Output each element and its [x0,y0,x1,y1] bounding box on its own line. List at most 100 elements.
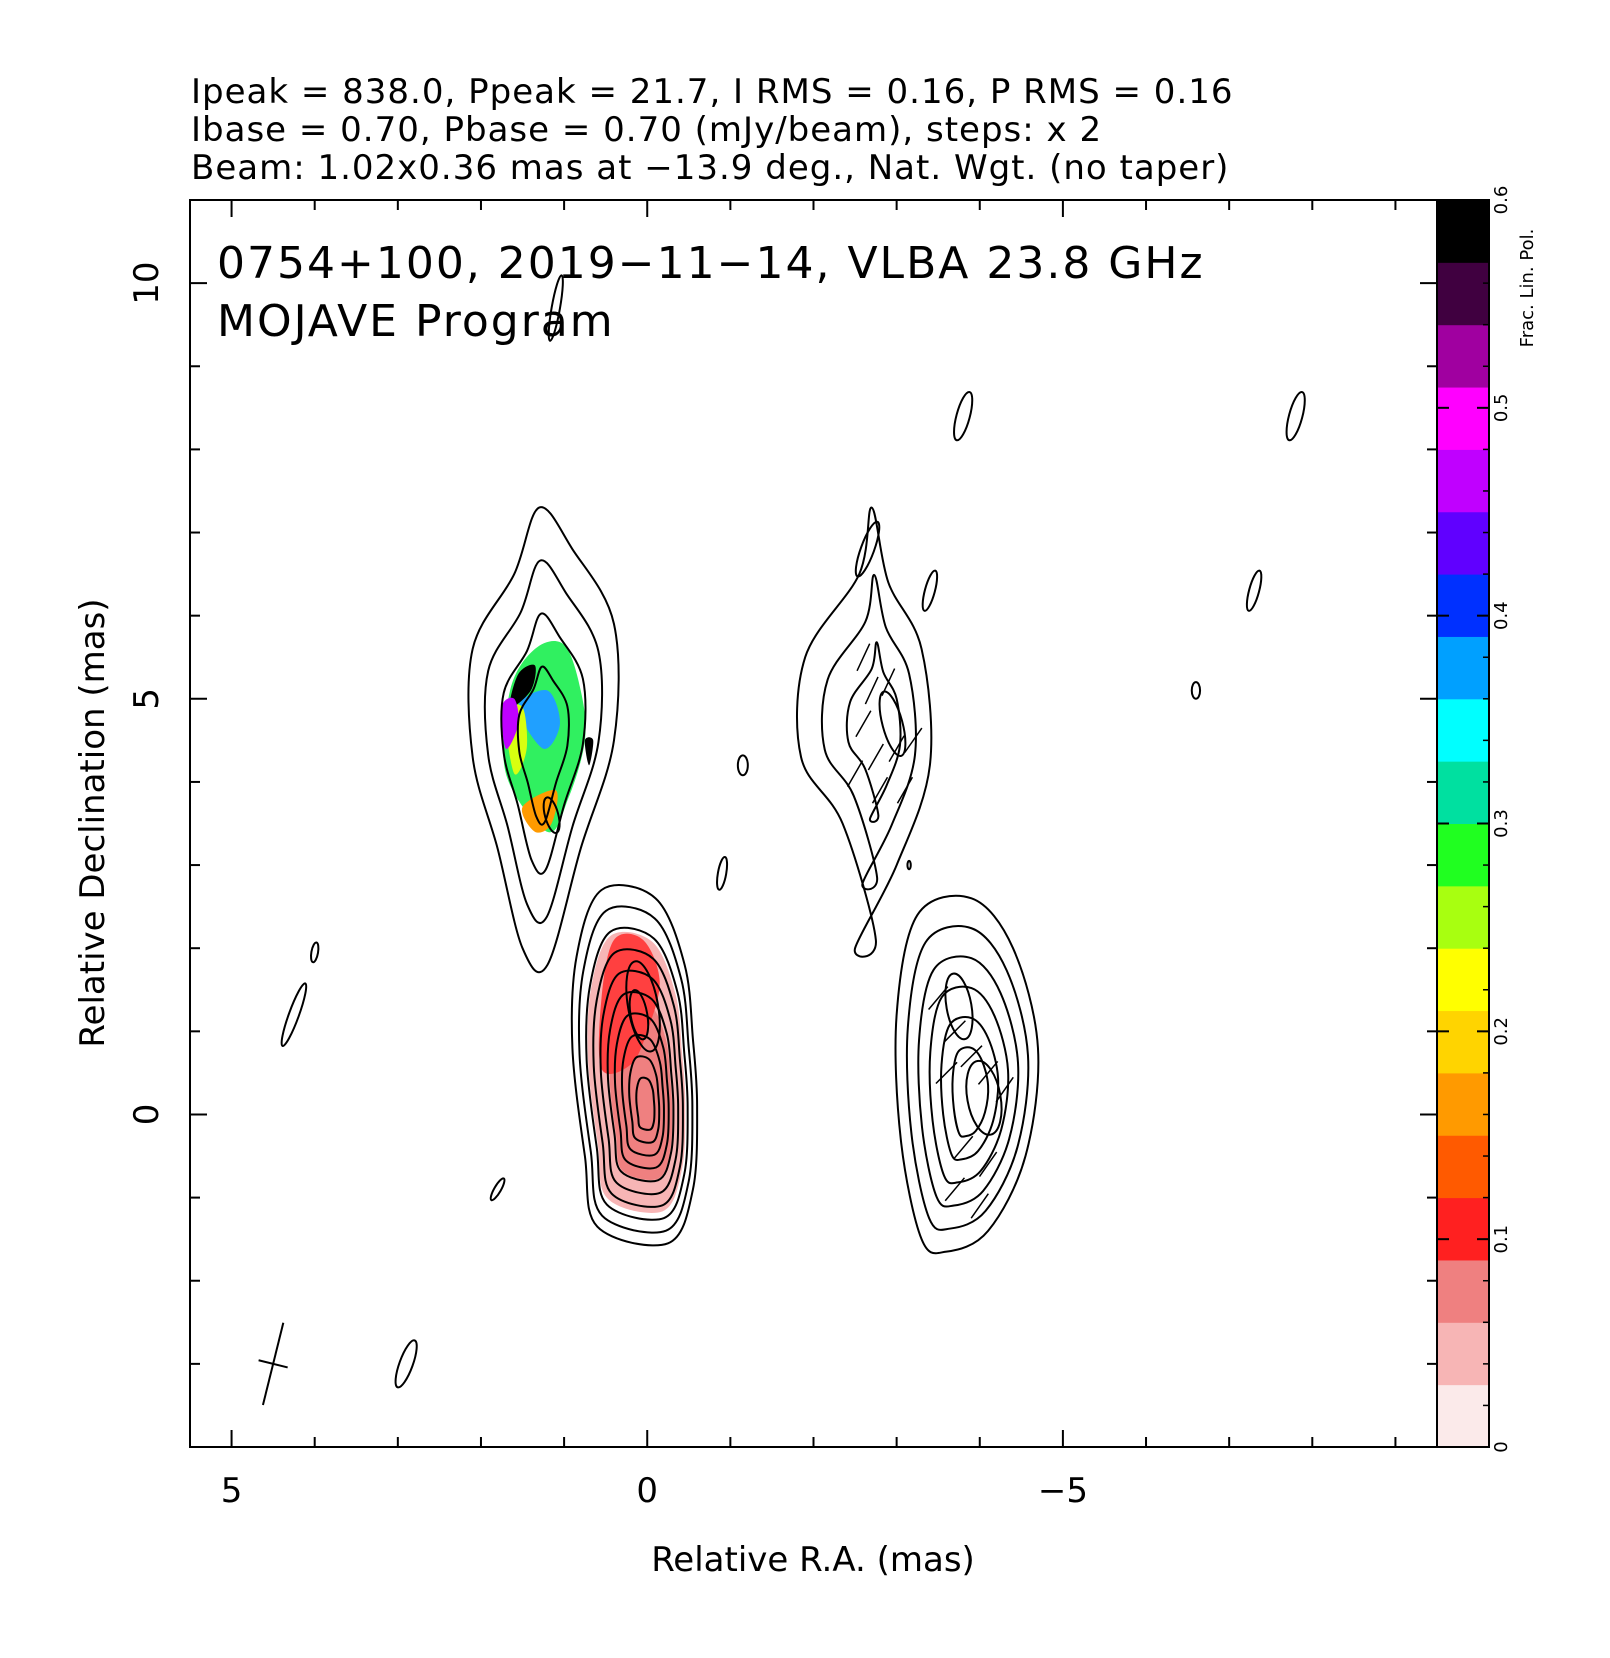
contour-noise [1190,681,1202,700]
contour-core-level [606,991,675,1183]
colorbar-swatch [1437,200,1489,263]
frac-pol-fill-jet-magenta [501,697,519,749]
contour-jet-level [483,559,604,924]
contour-pol-core-level [917,955,1020,1208]
contour-layer [280,274,1306,1389]
evpa-ticks-layer [846,643,1014,1219]
colorbar-tick-label: 0.6 [1491,186,1512,215]
evpa-tick [935,1061,958,1085]
contour-jet-level [467,506,620,973]
header-line-1: Ipeak = 838.0, Ppeak = 21.7, I RMS = 0.1… [191,72,1234,112]
colorbar-swatch [1437,761,1489,824]
x-axis-label: Relative R.A. (mas) [651,1540,975,1580]
contour-core-secondary [625,960,661,1053]
contour-pol-core-level [940,1016,1000,1161]
evpa-tick [856,643,871,672]
contour-core-level [635,1076,656,1131]
contour-noise [309,941,320,964]
plot-area: 5 0 −5 0 5 10 [127,199,1438,1511]
contour-pol-jet-knot [878,690,907,757]
axis-ticks: 5 0 −5 0 5 10 [127,199,1437,1511]
contour-pol-core-knot [944,972,974,1041]
contour-core-level [599,969,680,1196]
contour-noise [736,754,749,777]
x-tick-label: 5 [221,1471,243,1511]
contour-pol-jet-level [820,573,917,891]
colorbar-swatch [1437,1010,1489,1074]
contour-pol-jet-level [796,506,933,958]
contour-noise [394,1339,418,1389]
contour-core-secondary-inner [628,989,650,1041]
contour-noise [489,1177,506,1202]
colorbar-swatch [1437,574,1489,637]
colorbar-swatch [1437,823,1489,887]
contour-noise [547,274,564,342]
evpa-tick [977,1060,999,1085]
beam-minor-axis [258,1359,288,1369]
contour-noise [854,520,881,578]
evpa-tick [871,776,889,804]
contour-core-level [577,905,694,1234]
contour-noise [716,855,729,891]
contour-noise [906,859,912,871]
contour-noise [953,390,974,442]
colorbar-swatch [1437,698,1489,762]
evpa-tick [952,1135,974,1160]
frac-pol-fill-jet-black [509,664,536,708]
colorbar-swatch [1437,1259,1489,1323]
evpa-tick [855,710,872,738]
contour-jet-level [500,612,587,875]
contour-jet-level [516,665,570,826]
evpa-tick [867,743,884,771]
contour-pol-core-level [928,985,1010,1185]
frac-pol-fill-jet-orange [521,789,558,833]
frac-pol-fill-jet-black-2 [584,737,594,766]
y-tick-label: 10 [127,262,167,305]
contour-noise [280,982,308,1048]
colorbar-swatch [1437,324,1489,388]
contour-noise [921,569,939,612]
colorbar-tick-label: 0.2 [1491,1017,1512,1046]
colorbar-swatch [1437,1197,1489,1261]
evpa-tick [881,668,896,697]
colorbar-swatch [1437,262,1489,326]
contour-noise [1245,569,1263,612]
contour-core-level [628,1055,661,1144]
contour-core-level [585,926,689,1221]
evpa-tick [943,1020,966,1043]
colorbar-swatch [1437,1135,1489,1199]
evpa-tick [846,760,864,787]
program-annotation: MOJAVE Program [217,296,615,347]
colorbar-tick-label: 0.4 [1491,601,1512,630]
contour-pol-core-inner [965,1059,1003,1136]
evpa-tick [904,727,923,754]
y-tick-label: 5 [127,688,167,710]
frac-pol-fill-layer [501,641,686,1213]
source-annotation: 0754+100, 2019−11−14, VLBA 23.8 GHz [217,238,1205,289]
y-tick-label: 0 [127,1104,167,1126]
colorbar-swatch [1437,449,1489,513]
evpa-tick [960,1045,983,1068]
contour-pol-jet-level [845,641,902,823]
colorbar-swatch [1437,1072,1489,1136]
header-line-2: Ibase = 0.70, Pbase = 0.70 (mJy/beam), s… [191,110,1102,150]
colorbar-swatch [1437,636,1489,700]
frac-pol-fill-jet-blue [518,690,560,749]
evpa-tick [896,776,914,804]
colorbar-tick-label: 0.3 [1491,809,1512,838]
colorbar-tick-label: 0.1 [1491,1225,1512,1254]
contour-jet-knot [542,796,561,834]
evpa-tick [928,986,949,1011]
beam-symbol [258,1322,288,1406]
evpa-tick [995,1076,1014,1103]
contour-core-level [613,1012,670,1170]
contour-pol-core-level [894,894,1040,1255]
colorbar-swatch [1437,1322,1489,1386]
evpa-tick [888,735,905,763]
contour-core-level [592,948,684,1208]
y-axis-label: Relative Declination (mas) [73,598,113,1047]
contour-pol-core-level [905,925,1030,1231]
colorbar-title: Frac. Lin. Pol. [1517,229,1538,348]
colorbar-swatch [1437,948,1489,1012]
